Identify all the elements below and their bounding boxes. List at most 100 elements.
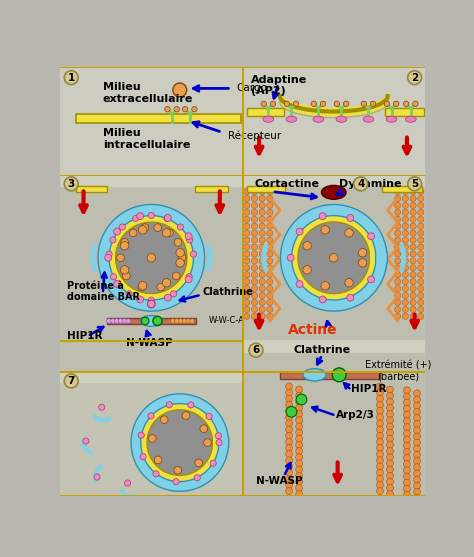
Circle shape	[410, 251, 416, 257]
Circle shape	[395, 237, 401, 243]
Circle shape	[386, 392, 393, 399]
Circle shape	[267, 299, 273, 306]
Text: 3: 3	[68, 179, 75, 189]
Circle shape	[334, 101, 339, 106]
Circle shape	[164, 214, 171, 222]
Circle shape	[296, 417, 302, 424]
Circle shape	[251, 286, 257, 292]
Ellipse shape	[386, 116, 397, 123]
Ellipse shape	[303, 369, 326, 381]
Circle shape	[376, 438, 383, 445]
Circle shape	[119, 224, 125, 230]
Circle shape	[296, 472, 302, 479]
Circle shape	[376, 395, 383, 402]
Text: Adaptine
(AP2): Adaptine (AP2)	[251, 75, 308, 96]
Circle shape	[138, 281, 147, 290]
Ellipse shape	[313, 116, 324, 123]
Circle shape	[413, 433, 420, 440]
Text: Protéine à
domaine BAR: Protéine à domaine BAR	[66, 281, 140, 302]
Circle shape	[267, 251, 273, 257]
Circle shape	[321, 281, 329, 290]
Circle shape	[386, 417, 393, 424]
Circle shape	[270, 101, 276, 106]
Circle shape	[376, 481, 383, 488]
Circle shape	[148, 297, 155, 303]
Circle shape	[395, 299, 401, 306]
Circle shape	[83, 438, 89, 444]
Circle shape	[185, 233, 192, 240]
Circle shape	[296, 228, 303, 235]
Circle shape	[118, 319, 123, 323]
Circle shape	[293, 101, 299, 106]
Circle shape	[410, 272, 416, 278]
Circle shape	[386, 435, 393, 442]
Circle shape	[376, 487, 383, 495]
Circle shape	[106, 251, 112, 257]
Circle shape	[137, 296, 144, 303]
Text: N-WASP: N-WASP	[126, 338, 172, 348]
Circle shape	[368, 233, 374, 240]
Ellipse shape	[363, 116, 374, 123]
Circle shape	[376, 420, 383, 427]
Circle shape	[413, 452, 420, 458]
Circle shape	[395, 209, 401, 216]
Bar	[61, 175, 243, 187]
Circle shape	[244, 244, 250, 250]
Circle shape	[267, 272, 273, 278]
Circle shape	[114, 228, 120, 235]
Circle shape	[386, 478, 393, 485]
Circle shape	[267, 230, 273, 236]
Circle shape	[267, 306, 273, 312]
Circle shape	[386, 466, 393, 473]
Circle shape	[286, 408, 292, 414]
Circle shape	[418, 299, 424, 306]
Circle shape	[120, 242, 129, 250]
Bar	[243, 175, 425, 340]
Circle shape	[418, 292, 424, 299]
Text: 1: 1	[68, 72, 75, 82]
Circle shape	[244, 209, 250, 216]
Circle shape	[251, 237, 257, 243]
Circle shape	[286, 475, 292, 482]
Circle shape	[244, 237, 250, 243]
Circle shape	[105, 255, 112, 261]
Circle shape	[403, 387, 410, 394]
Circle shape	[403, 399, 410, 406]
Circle shape	[410, 216, 416, 222]
Circle shape	[294, 218, 374, 298]
Circle shape	[244, 278, 250, 285]
Circle shape	[395, 258, 401, 264]
Circle shape	[403, 430, 410, 437]
Circle shape	[403, 491, 410, 499]
Circle shape	[296, 386, 302, 393]
Circle shape	[286, 469, 292, 476]
Circle shape	[296, 485, 302, 491]
Circle shape	[244, 188, 250, 194]
Circle shape	[148, 434, 156, 442]
Circle shape	[303, 242, 311, 250]
Bar	[61, 67, 425, 69]
Text: Récepteur: Récepteur	[228, 131, 282, 141]
Circle shape	[418, 209, 424, 216]
Circle shape	[395, 223, 401, 229]
Text: Milieu
intracellulaire: Milieu intracellulaire	[103, 129, 190, 150]
Circle shape	[386, 442, 393, 448]
Circle shape	[296, 423, 302, 430]
Circle shape	[311, 101, 317, 106]
Circle shape	[259, 251, 265, 257]
Circle shape	[376, 408, 383, 414]
Circle shape	[418, 202, 424, 208]
Circle shape	[376, 414, 383, 421]
Circle shape	[143, 405, 217, 480]
Circle shape	[259, 286, 265, 292]
Circle shape	[376, 475, 383, 482]
Circle shape	[296, 411, 302, 418]
Circle shape	[210, 460, 216, 466]
Bar	[76, 186, 107, 192]
Circle shape	[345, 278, 353, 287]
Circle shape	[413, 476, 420, 483]
Circle shape	[251, 258, 257, 264]
Circle shape	[267, 216, 273, 222]
Circle shape	[418, 244, 424, 250]
Circle shape	[402, 286, 409, 292]
